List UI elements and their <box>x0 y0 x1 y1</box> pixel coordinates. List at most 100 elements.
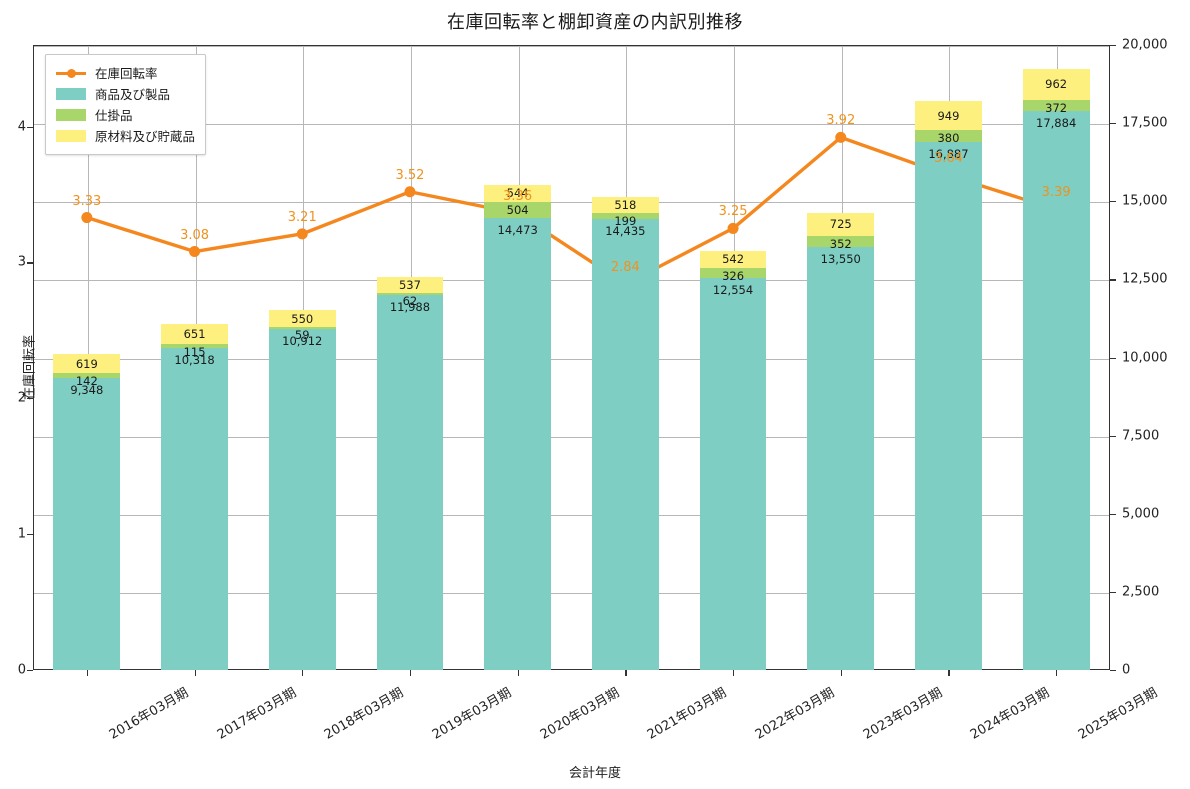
bar-segment-products[interactable] <box>699 277 767 670</box>
bar-value-label: 949 <box>937 108 960 123</box>
x-tick-label: 2020年03月期 <box>537 685 622 743</box>
y-tick-right: 2,500 <box>1122 584 1160 600</box>
bar-segment-products[interactable] <box>376 295 444 670</box>
tick-mark <box>27 262 33 264</box>
bar-segment-materials[interactable] <box>1022 69 1090 100</box>
bar-segment-wip[interactable] <box>161 343 228 348</box>
bar-segment-products[interactable] <box>53 377 121 670</box>
x-tick-label: 2016年03月期 <box>106 685 191 743</box>
bar-segment-wip[interactable] <box>915 130 982 143</box>
legend-label-wip: 仕掛品 <box>95 108 133 123</box>
bar-value-label: 9,348 <box>70 382 104 397</box>
gridline <box>34 358 1109 360</box>
bar-segment-wip[interactable] <box>376 293 444 296</box>
bar-segment-materials[interactable] <box>268 309 336 328</box>
bar-segment-materials[interactable] <box>484 184 552 202</box>
tick-mark <box>27 534 33 536</box>
bar-value-label: 725 <box>829 217 852 232</box>
bar-segment-wip[interactable] <box>591 212 659 219</box>
legend-item-wip[interactable]: 仕掛品 <box>56 104 195 125</box>
y-tick-left: 0 <box>17 662 26 678</box>
bar-value-label: 10,912 <box>282 334 323 348</box>
bar-segment-materials[interactable] <box>161 323 228 344</box>
bar-value-label: 550 <box>291 311 314 326</box>
bar-segment-products[interactable] <box>161 347 228 670</box>
bar-value-label: 352 <box>829 236 852 251</box>
turnover-value-label: 2.84 <box>610 260 640 276</box>
bar-segment-wip[interactable] <box>53 373 121 378</box>
x-tick-label: 2022年03月期 <box>752 685 838 743</box>
bar-value-label: 59 <box>294 328 310 343</box>
bar-segment-materials[interactable] <box>699 250 767 268</box>
tick-mark <box>1110 279 1116 281</box>
y-tick-right: 7,500 <box>1122 428 1160 444</box>
tick-mark <box>409 670 412 676</box>
tick-mark <box>1110 591 1116 594</box>
bar-segment-materials[interactable] <box>591 196 659 213</box>
tick-mark <box>27 670 33 672</box>
bar-segment-products[interactable] <box>591 218 659 670</box>
tick-mark <box>948 670 950 676</box>
turnover-value-label: 3.33 <box>72 193 102 209</box>
tick-mark <box>517 670 519 676</box>
y-tick-right: 20,000 <box>1122 37 1168 53</box>
y-tick-left: 4 <box>17 119 26 135</box>
y-tick-right: 5,000 <box>1122 506 1160 522</box>
bar-value-label: 16,887 <box>928 147 969 162</box>
x-tick-label: 2024年03月期 <box>968 685 1053 743</box>
bar-value-label: 518 <box>614 197 637 212</box>
y-tick-right: 10,000 <box>1122 350 1168 365</box>
bar-segment-wip[interactable] <box>268 327 336 329</box>
turnover-value-label: 3.52 <box>395 167 425 183</box>
bar-segment-wip[interactable] <box>807 235 875 247</box>
x-tick-label: 2021年03月期 <box>645 685 730 743</box>
bar-segment-products[interactable] <box>1022 111 1090 670</box>
x-tick-label: 2019年03月期 <box>429 685 515 743</box>
bar-segment-wip[interactable] <box>484 201 552 218</box>
tick-mark <box>194 670 196 676</box>
tick-mark <box>302 670 304 676</box>
tick-mark <box>1110 670 1116 672</box>
color-swatch-icon <box>56 129 86 142</box>
tick-mark <box>840 670 842 676</box>
legend-item-products[interactable]: 商品及び製品 <box>56 83 195 104</box>
x-tick-label: 2018年03月期 <box>322 685 407 743</box>
y-axis-left-label: 在庫回転率 <box>22 335 38 401</box>
tick-mark <box>733 670 735 676</box>
bar-segment-wip[interactable] <box>1022 99 1090 112</box>
bar-segment-materials[interactable] <box>53 354 121 374</box>
bar-value-label: 372 <box>1045 100 1068 115</box>
y-tick-right: 17,500 <box>1122 115 1168 131</box>
x-tick-label: 2023年03月期 <box>860 685 945 743</box>
x-axis-label: 会計年度 <box>568 766 621 781</box>
bar-segment-products[interactable] <box>268 329 336 670</box>
turnover-value-label: 3.08 <box>180 227 210 243</box>
bar-segment-materials[interactable] <box>376 276 444 294</box>
color-swatch-icon <box>56 87 86 100</box>
bar-segment-products[interactable] <box>807 246 875 670</box>
x-tick-label: 2017年03月期 <box>214 685 299 743</box>
y-tick-right: 15,000 <box>1122 193 1168 209</box>
tick-mark <box>1056 670 1058 676</box>
tick-mark <box>1110 201 1116 203</box>
turnover-value-label: 3.64 <box>933 151 963 167</box>
y-tick-right: 12,500 <box>1122 271 1168 287</box>
bar-segment-materials[interactable] <box>807 212 875 236</box>
bar-value-label: 14,435 <box>605 223 646 238</box>
turnover-value-label: 3.36 <box>503 189 533 205</box>
legend-item-materials[interactable]: 原材料及び貯蔵品 <box>56 125 195 146</box>
bar-segment-products[interactable] <box>915 142 982 670</box>
bar-value-label: 13,550 <box>820 251 861 266</box>
line-marker-icon <box>56 67 86 79</box>
tick-mark <box>1110 513 1116 515</box>
bar-segment-products[interactable] <box>484 217 552 670</box>
bar-value-label: 17,884 <box>1036 116 1077 131</box>
tick-mark <box>625 670 627 676</box>
bar-segment-wip[interactable] <box>699 267 767 278</box>
bar-value-label: 962 <box>1045 77 1068 92</box>
bar-value-label: 542 <box>722 252 745 267</box>
legend-item-turnover[interactable]: 在庫回転率 <box>56 62 195 83</box>
bar-segment-materials[interactable] <box>915 100 982 131</box>
gridline <box>34 592 1109 594</box>
